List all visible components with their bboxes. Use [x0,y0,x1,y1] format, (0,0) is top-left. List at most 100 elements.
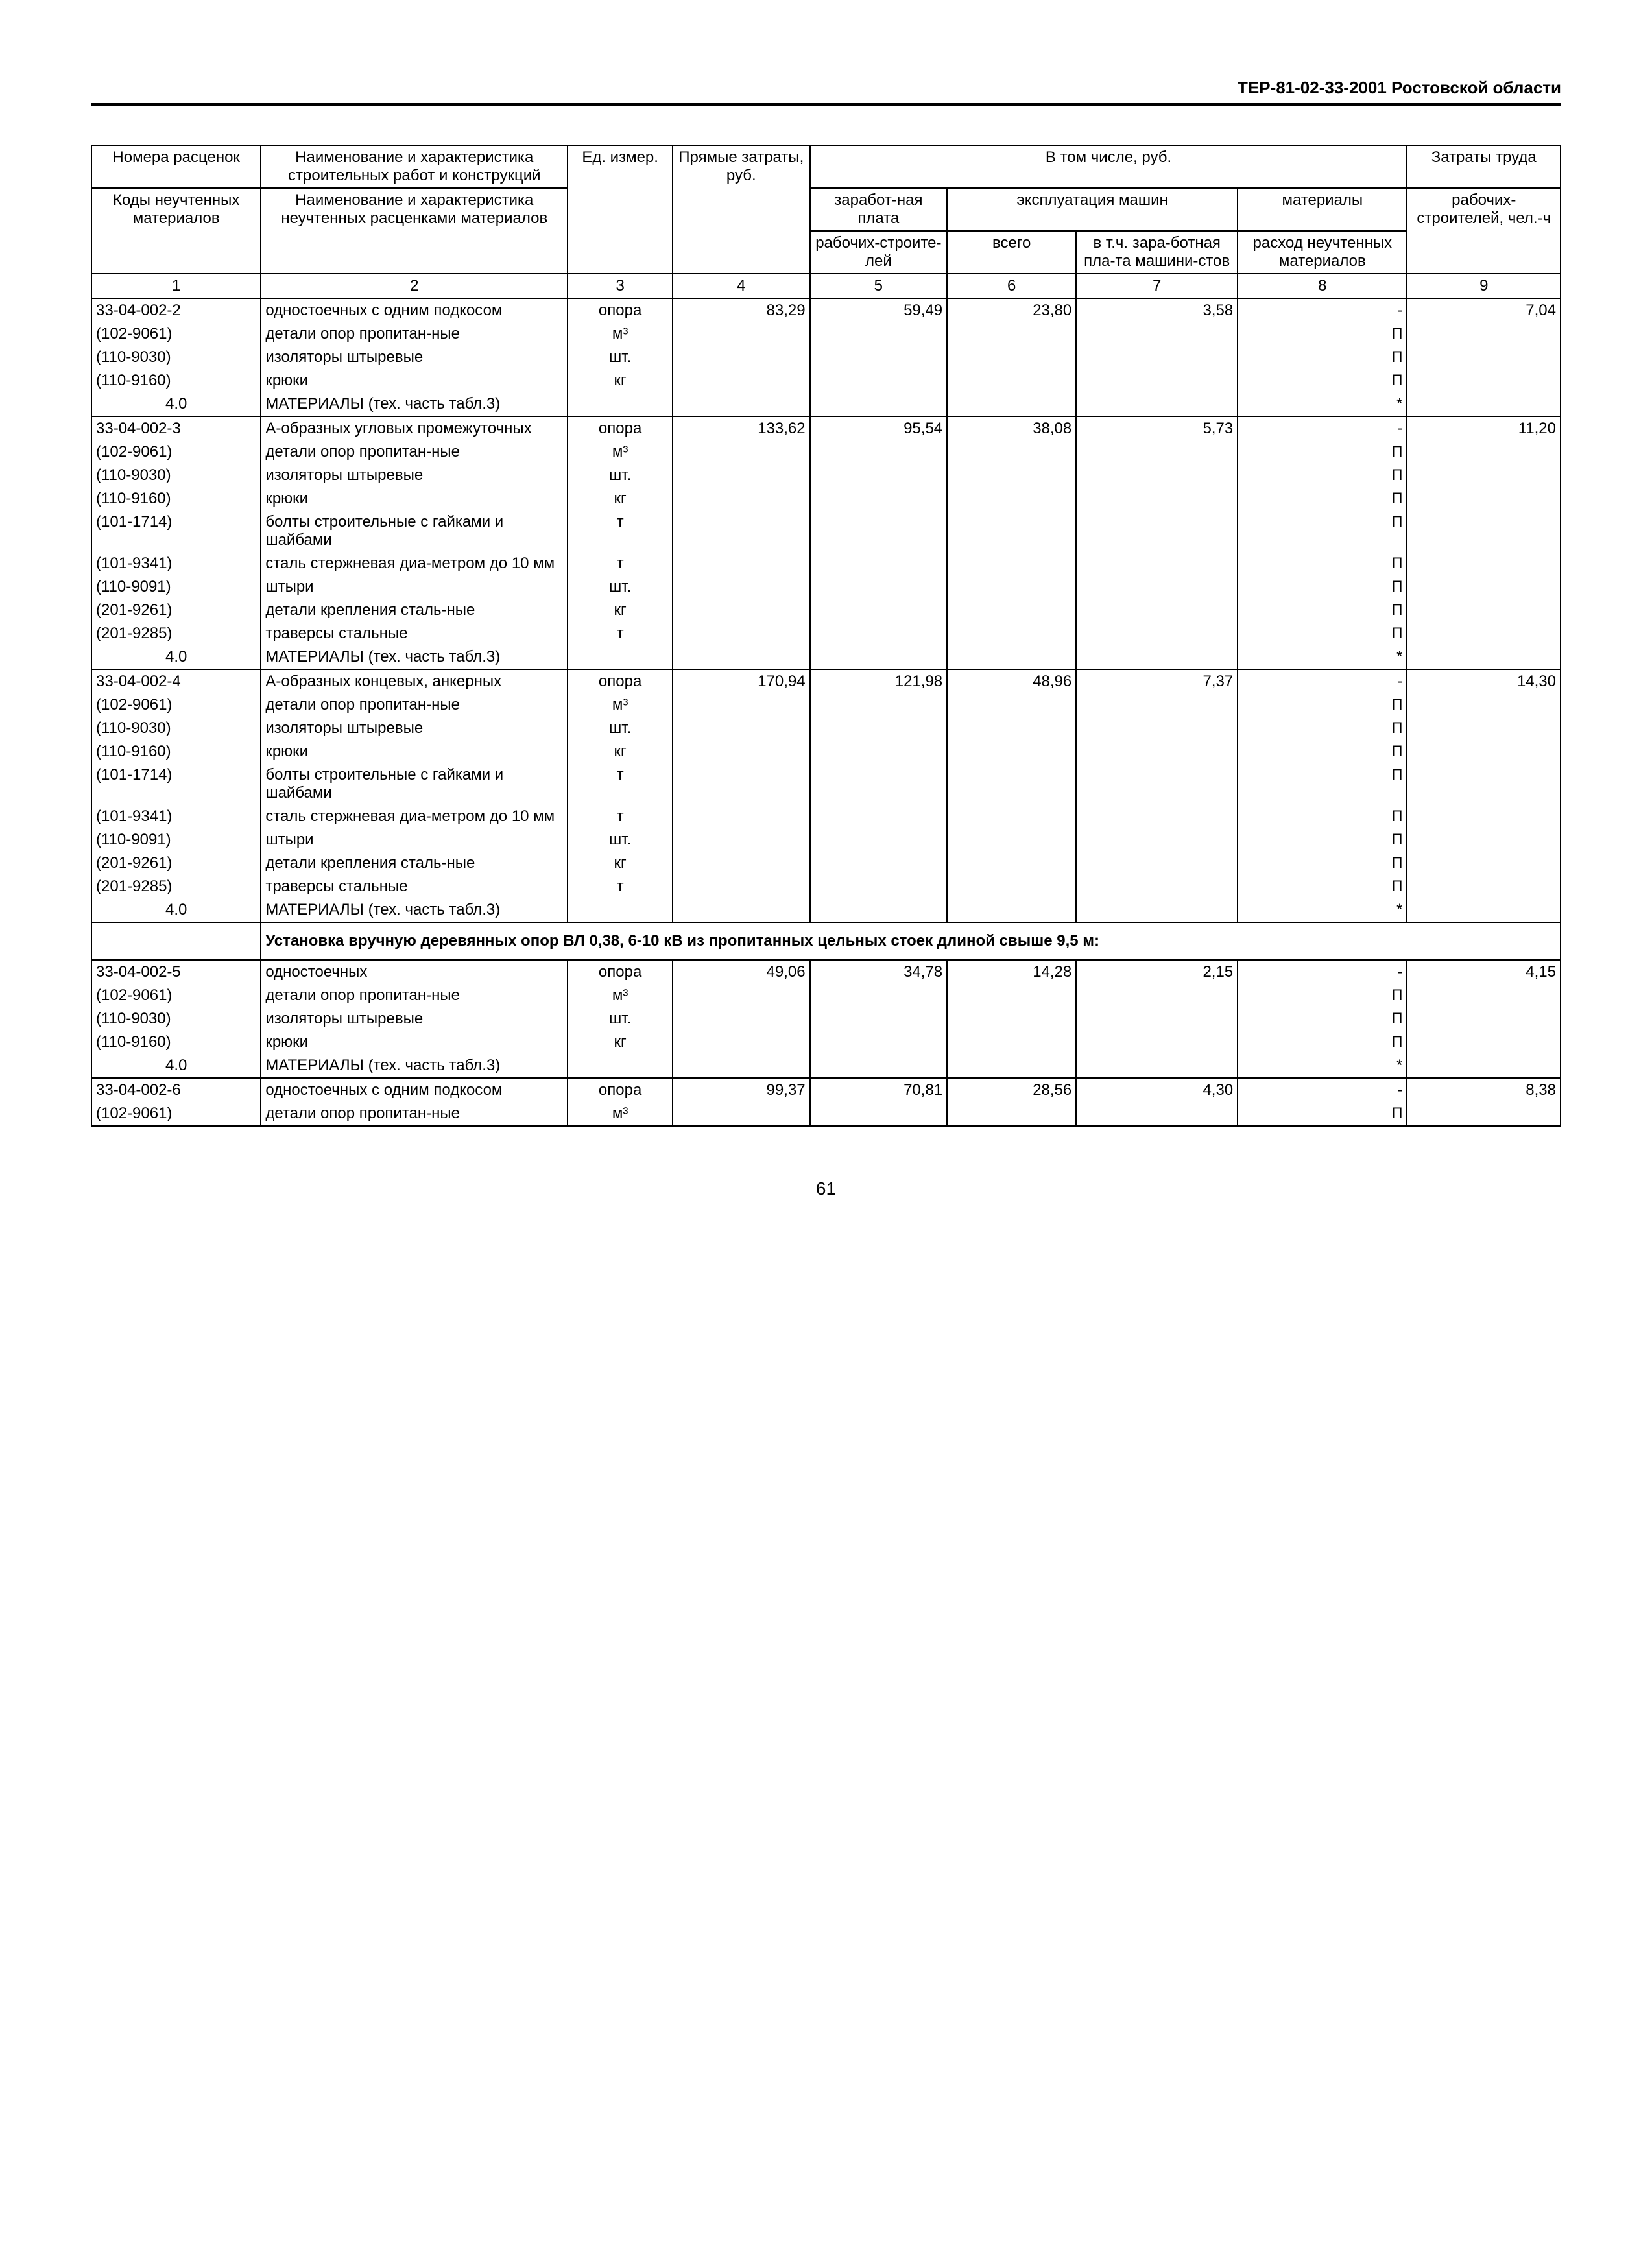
cell-unit: кг [568,599,673,622]
cell-unit: кг [568,1031,673,1054]
cell-salary [810,740,948,763]
cell-mach [1076,599,1238,622]
cell-name: траверсы стальные [261,875,568,898]
cell-direct [673,599,810,622]
cell-salary [810,464,948,487]
cell-mat: П [1238,440,1407,464]
cell-direct [673,984,810,1007]
cell-code: (102-9061) [91,1102,261,1126]
cell-direct: 133,62 [673,416,810,440]
cell-code: (102-9061) [91,984,261,1007]
cell-mach [1076,346,1238,369]
cell-code: 33-04-002-4 [91,669,261,693]
cell-unit: т [568,805,673,828]
cell-mach [1076,740,1238,763]
cell-unit: м³ [568,440,673,464]
cell-unit [568,898,673,922]
cell-labor [1407,645,1561,669]
cell-name: детали крепления сталь-ные [261,852,568,875]
cell-labor [1407,369,1561,392]
cell-labor [1407,1031,1561,1054]
cell-name: изоляторы штыревые [261,464,568,487]
cell-name: крюки [261,487,568,510]
cell-mat: П [1238,599,1407,622]
cell-code: (110-9091) [91,575,261,599]
cell-code: 33-04-002-3 [91,416,261,440]
cell-code: (101-1714) [91,763,261,805]
th-mat2: расход неучтенных материалов [1238,231,1407,274]
th-codes: Номера расценок [91,145,261,188]
cell-labor [1407,346,1561,369]
cell-total [947,740,1076,763]
cell-labor [1407,1007,1561,1031]
section-title: Установка вручную деревянных опор ВЛ 0,3… [261,922,1561,960]
cell-total: 28,56 [947,1078,1076,1102]
colnum: 3 [568,274,673,298]
table-head: Номера расценок Наименование и характери… [91,145,1561,298]
cell-unit: т [568,763,673,805]
cell-code: (110-9030) [91,464,261,487]
cell-salary [810,599,948,622]
cell-unit: м³ [568,322,673,346]
cell-unit: м³ [568,693,673,717]
cell-direct [673,740,810,763]
cell-code: (110-9091) [91,828,261,852]
cell-mat: П [1238,763,1407,805]
th-labor2: рабочих-строителей, чел.-ч [1407,188,1561,274]
cell-direct [673,693,810,717]
cell-name: изоляторы штыревые [261,1007,568,1031]
cell-unit: т [568,622,673,645]
cell-code: (101-1714) [91,510,261,552]
cell-labor [1407,622,1561,645]
cell-labor [1407,828,1561,852]
cell-unit [568,392,673,416]
colnum: 5 [810,274,948,298]
cell-labor [1407,740,1561,763]
cell-salary [810,322,948,346]
cell-labor: 7,04 [1407,298,1561,322]
cell-mat: П [1238,622,1407,645]
th-mat: материалы [1238,188,1407,231]
cell-mach [1076,392,1238,416]
cell-mach [1076,763,1238,805]
cell-mat: П [1238,369,1407,392]
cell-code: (110-9160) [91,487,261,510]
cell-salary [810,1031,948,1054]
cell-total: 14,28 [947,960,1076,984]
cell-unit: опора [568,669,673,693]
cell-name: одностоечных с одним подкосом [261,1078,568,1102]
cell-name: детали опор пропитан-ные [261,693,568,717]
cell-name: детали опор пропитан-ные [261,322,568,346]
cell-name: изоляторы штыревые [261,346,568,369]
cell-salary [810,898,948,922]
cell-mach [1076,645,1238,669]
cell-mach [1076,805,1238,828]
cell-direct: 83,29 [673,298,810,322]
cell-salary [810,552,948,575]
cell-mach [1076,622,1238,645]
cell-name: траверсы стальные [261,622,568,645]
cell-unit [568,645,673,669]
cell-mat: - [1238,298,1407,322]
cell-unit: шт. [568,346,673,369]
cell-mat: П [1238,510,1407,552]
cell-mach [1076,1102,1238,1126]
cell-code: (201-9261) [91,852,261,875]
cell-total [947,717,1076,740]
cell-name: МАТЕРИАЛЫ (тех. часть табл.3) [261,645,568,669]
cell-unit: опора [568,416,673,440]
cell-salary [810,805,948,828]
cell-labor [1407,898,1561,922]
cell-labor [1407,575,1561,599]
cell-direct [673,1007,810,1031]
cell-total [947,487,1076,510]
cell-mat: П [1238,552,1407,575]
cell-unit: опора [568,1078,673,1102]
cell-labor [1407,599,1561,622]
cell-code: (201-9285) [91,622,261,645]
cell-salary [810,622,948,645]
cell-code: (101-9341) [91,805,261,828]
cell-salary [810,852,948,875]
cell-direct [673,322,810,346]
th-mach: в т.ч. зара-ботная пла-та машини-стов [1076,231,1238,274]
